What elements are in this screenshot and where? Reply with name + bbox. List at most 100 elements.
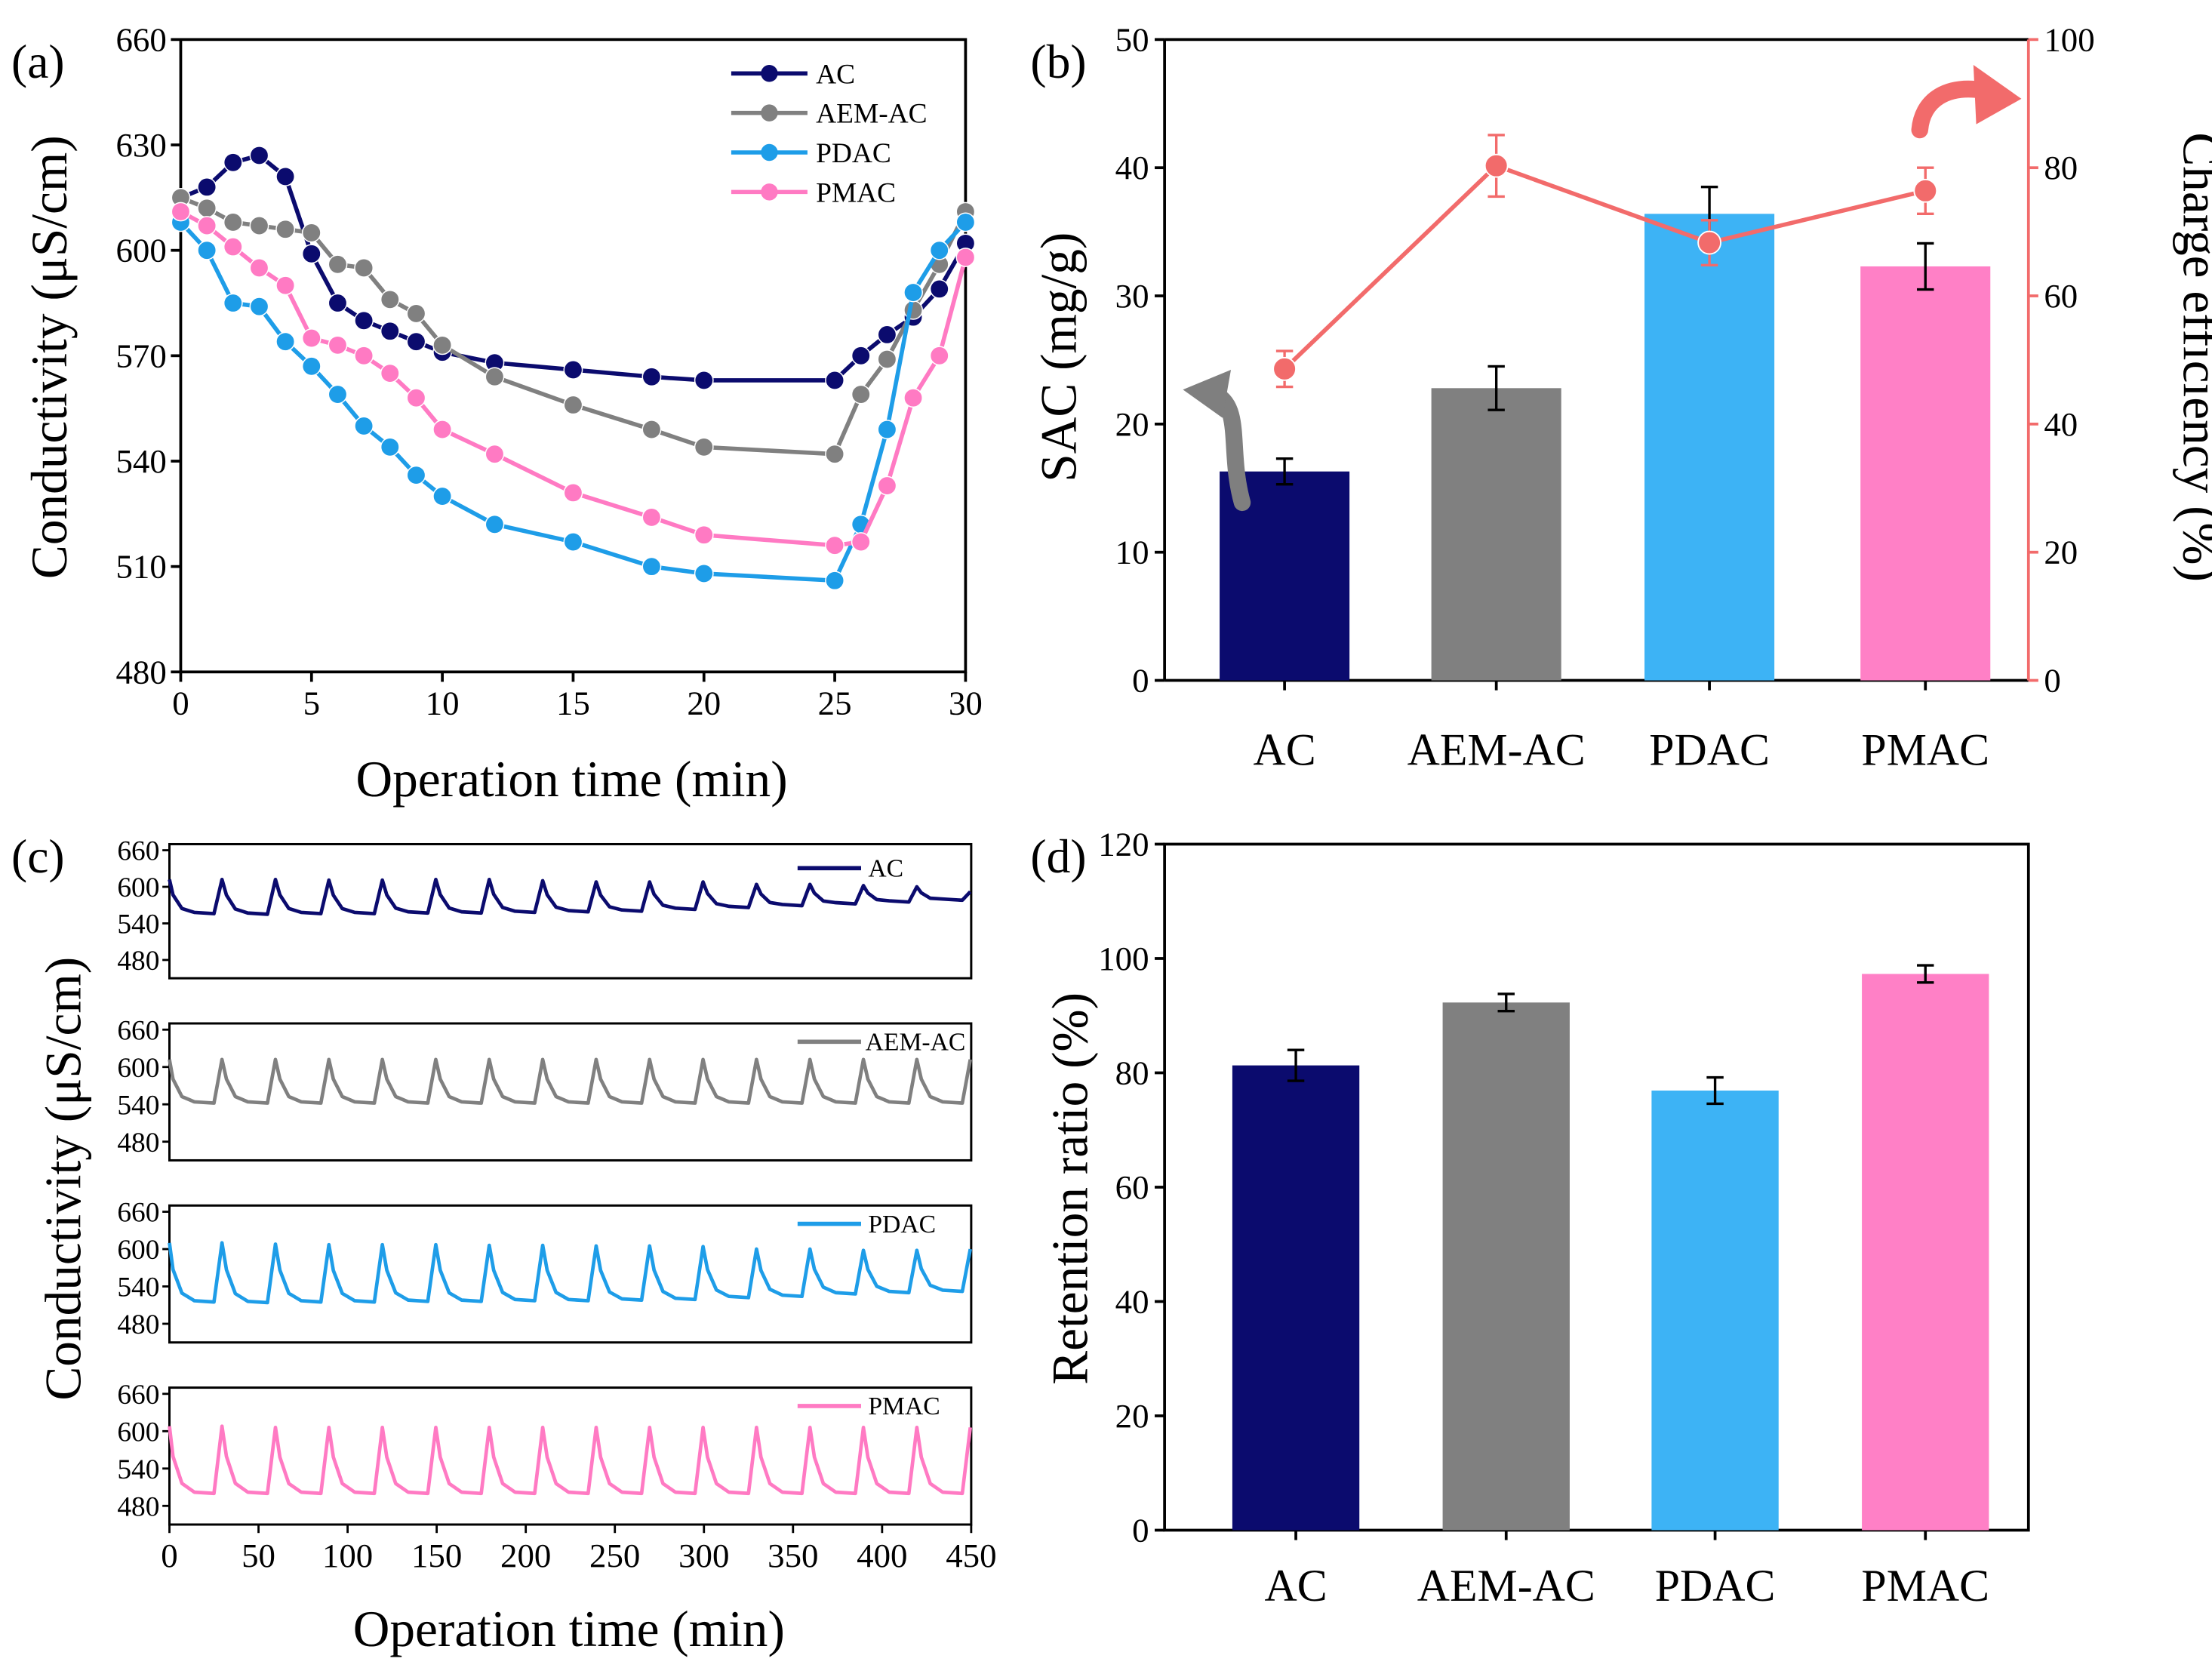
y-tick-label: 0 bbox=[1132, 1511, 1149, 1549]
data-point-pmac bbox=[825, 535, 844, 555]
x-tick-label: 50 bbox=[242, 1537, 275, 1574]
data-point-ac bbox=[563, 360, 583, 380]
data-point-pmac bbox=[197, 216, 217, 235]
y-tick-label: 660 bbox=[115, 20, 166, 58]
data-point-ac bbox=[641, 367, 662, 387]
data-point-pdac bbox=[301, 356, 321, 377]
y-right-tick-label: 0 bbox=[2044, 661, 2060, 699]
data-point-pmac bbox=[903, 388, 923, 408]
data-point-ac bbox=[197, 177, 217, 197]
y-tick-label: 600 bbox=[117, 872, 159, 903]
x-tick-label: 450 bbox=[946, 1537, 996, 1574]
y-tick-label: 40 bbox=[1115, 1282, 1149, 1320]
legend-c-pdac-text: PDAC bbox=[868, 1211, 936, 1239]
bar-sac-pdac bbox=[1644, 214, 1775, 681]
panel-b-ylabel-right: Charge efficiency (%) bbox=[2173, 132, 2212, 582]
panel-b-ylabel: SAC (mg/g) bbox=[1030, 232, 1087, 482]
panel-c-subplots: 480 540 600 660 480 540 600 660 480 540 600 660 480 5… bbox=[117, 836, 996, 1574]
y-tick-label: 510 bbox=[115, 548, 166, 586]
data-point-aem-ac bbox=[694, 437, 714, 457]
y-tick-label: 60 bbox=[1115, 1168, 1149, 1206]
y-tick-label: 660 bbox=[117, 1198, 159, 1229]
x-tick-label: 0 bbox=[172, 684, 189, 722]
efficiency-point bbox=[1272, 356, 1297, 381]
data-point-ac bbox=[328, 293, 348, 313]
efficiency-point bbox=[1697, 230, 1721, 255]
y-tick-label: 600 bbox=[117, 1235, 159, 1266]
data-point-pmac bbox=[877, 475, 897, 496]
x-tick-label: 30 bbox=[949, 684, 983, 722]
y-tick-label: 480 bbox=[115, 653, 166, 691]
panel-a-xlabel: Operation time (min) bbox=[356, 751, 788, 808]
data-point-pdac bbox=[563, 532, 583, 552]
data-point-pmac bbox=[563, 482, 583, 503]
data-point-ac bbox=[825, 371, 844, 390]
data-point-pdac bbox=[485, 514, 505, 534]
panel-d: (d) Retention ratio (%) 020406080100120 … bbox=[1030, 825, 2030, 1611]
data-point-pmac bbox=[328, 335, 348, 355]
data-point-ac bbox=[380, 321, 400, 341]
panel-b: (b) SAC (mg/g) Charge efficiency (%) 0 10… bbox=[1030, 20, 2212, 774]
y-tick-label: 480 bbox=[117, 1128, 159, 1159]
data-point-ac bbox=[249, 146, 269, 165]
data-point-pdac bbox=[825, 571, 844, 591]
y-tick-label: 540 bbox=[117, 1272, 159, 1303]
data-point-aem-ac bbox=[197, 198, 217, 218]
panel-c-xlabel: Operation time (min) bbox=[353, 1601, 785, 1657]
y-tick-label: 40 bbox=[1115, 149, 1149, 186]
panel-c-ylabel: Conductivity (μS/cm) bbox=[35, 957, 92, 1401]
y-right-tick-label: 80 bbox=[2044, 149, 2078, 186]
panel-b-efficiency-line bbox=[1272, 134, 1938, 389]
category-label: PMAC bbox=[1861, 725, 1989, 775]
y-tick-label: 0 bbox=[1132, 661, 1149, 699]
x-tick-label: 0 bbox=[161, 1537, 177, 1574]
data-point-pmac bbox=[275, 275, 296, 296]
data-point-pdac bbox=[223, 293, 243, 313]
data-point-ac bbox=[223, 152, 243, 173]
category-label: AEM-AC bbox=[1407, 725, 1586, 775]
efficiency-point bbox=[1913, 178, 1938, 203]
y-tick-label: 630 bbox=[115, 126, 166, 164]
panel-b-bars: AC AEM-AC PDAC PMAC bbox=[1220, 185, 1991, 775]
data-point-ac bbox=[406, 331, 426, 352]
data-point-pmac bbox=[851, 532, 871, 552]
legend-ac-text: AC bbox=[816, 59, 855, 90]
panel-a-label: (a) bbox=[11, 35, 65, 88]
y-tick-label: 540 bbox=[117, 909, 159, 940]
panel-a-legend: AC AEM-AC PDAC PMAC bbox=[731, 59, 928, 208]
data-point-pdac bbox=[249, 297, 269, 317]
data-point-pmac bbox=[249, 258, 269, 278]
y-tick-label: 50 bbox=[1115, 20, 1149, 58]
data-point-pmac bbox=[432, 420, 453, 439]
panel-a-series bbox=[171, 146, 976, 591]
y-tick-label: 600 bbox=[115, 232, 166, 269]
y-tick-label: 20 bbox=[1115, 405, 1149, 443]
data-point-pdac bbox=[197, 240, 217, 260]
data-point-pdac bbox=[328, 384, 348, 405]
data-point-aem-ac bbox=[406, 303, 426, 324]
arrow-right-icon bbox=[1911, 80, 1992, 139]
bar-retention-pmac bbox=[1862, 974, 1989, 1531]
x-tick-label: 250 bbox=[589, 1537, 640, 1574]
bar-sac-pmac bbox=[1860, 266, 1991, 681]
x-tick-label: 200 bbox=[500, 1537, 551, 1574]
category-label: AEM-AC bbox=[1417, 1561, 1595, 1611]
data-point-aem-ac bbox=[851, 384, 871, 405]
data-point-pmac bbox=[929, 346, 949, 366]
data-point-pdac bbox=[641, 556, 662, 577]
data-point-pdac bbox=[929, 240, 949, 260]
x-tick-label: 350 bbox=[768, 1537, 818, 1574]
category-label: PDAC bbox=[1655, 1561, 1776, 1611]
data-point-ac bbox=[929, 278, 949, 299]
arrow-right-head bbox=[1973, 65, 2022, 125]
y-tick-label: 10 bbox=[1115, 534, 1149, 571]
cycle-line-aem-ac bbox=[168, 1057, 972, 1105]
subplot-frame-ac bbox=[168, 842, 973, 980]
cycle-line-pdac bbox=[168, 1241, 972, 1305]
bar-sac-aem-ac bbox=[1431, 388, 1561, 681]
data-point-pdac bbox=[354, 416, 374, 436]
data-point-ac bbox=[354, 310, 374, 331]
data-point-aem-ac bbox=[641, 420, 662, 439]
legend-ac-marker bbox=[761, 65, 778, 82]
y-tick-label: 660 bbox=[117, 1015, 159, 1046]
